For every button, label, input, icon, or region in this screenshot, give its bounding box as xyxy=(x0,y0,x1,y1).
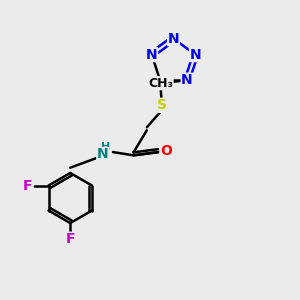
Text: S: S xyxy=(157,98,166,112)
Text: F: F xyxy=(23,178,33,193)
Text: F: F xyxy=(65,232,75,246)
Text: N: N xyxy=(190,48,201,62)
Text: H: H xyxy=(101,142,110,152)
Text: N: N xyxy=(97,147,109,161)
Text: CH₃: CH₃ xyxy=(148,77,173,90)
Text: N: N xyxy=(168,32,179,46)
Text: O: O xyxy=(160,144,172,158)
Text: N: N xyxy=(181,73,193,87)
Text: N: N xyxy=(146,48,158,62)
